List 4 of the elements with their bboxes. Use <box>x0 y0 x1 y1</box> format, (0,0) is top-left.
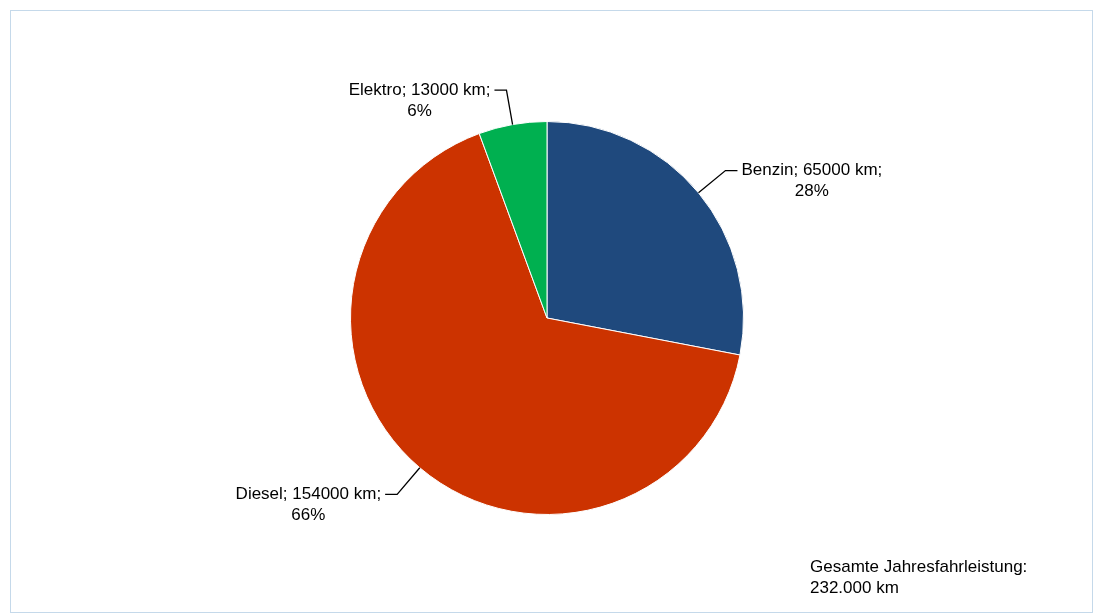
text: Gesamte Jahresfahrleistung: 232.000 km <box>810 556 1029 598</box>
slice-label: Benzin; 65000 km; 28% <box>741 160 883 201</box>
slice-label: Elektro; 13000 km; 6% <box>348 79 491 120</box>
slice-label: Diesel; 154000 km; 66% <box>235 484 382 525</box>
